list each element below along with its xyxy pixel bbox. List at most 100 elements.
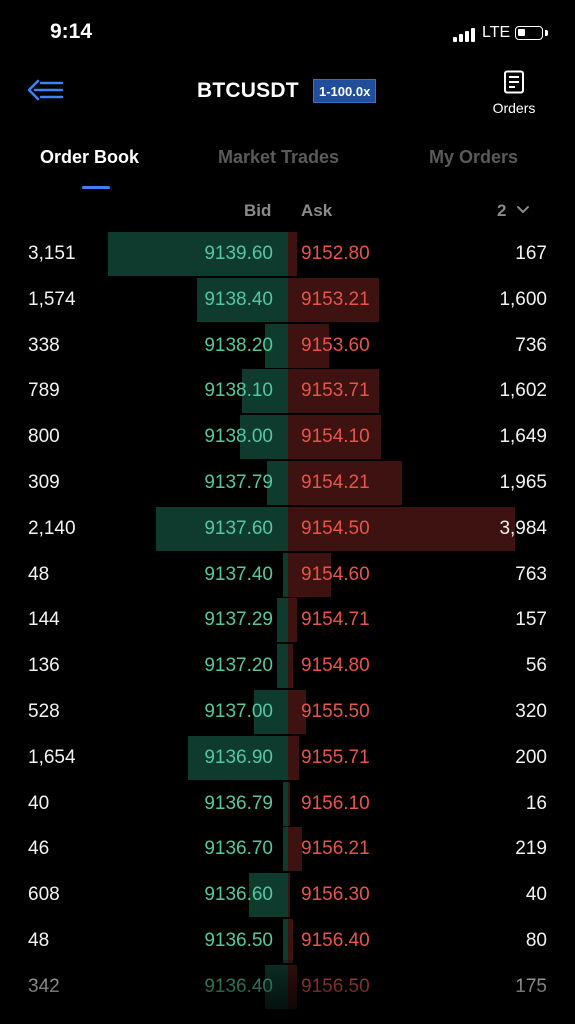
order-book-row[interactable]: 40 9136.79 9156.10 16 xyxy=(0,781,575,828)
bid-depth-bar xyxy=(197,277,288,322)
ask-price: 9154.50 xyxy=(301,517,370,539)
ask-quantity: 1,965 xyxy=(499,472,547,493)
ask-price: 9154.21 xyxy=(301,472,370,493)
ask-price: 9156.30 xyxy=(301,884,370,906)
back-menu-icon xyxy=(27,79,64,101)
bid-depth-bar xyxy=(267,461,288,505)
ask-depth-bar xyxy=(288,964,297,1009)
order-book-row[interactable]: 48 9136.50 9156.40 80 xyxy=(0,919,575,965)
ask-quantity: 736 xyxy=(515,334,547,356)
bid-quantity: 528 xyxy=(28,701,60,722)
ask-quantity: 320 xyxy=(515,701,547,722)
ask-depth-bar xyxy=(288,552,331,597)
order-book-row[interactable]: 48 9137.40 9154.60 763 xyxy=(0,552,575,599)
bid-price: 9137.20 xyxy=(204,655,273,677)
bid-quantity: 309 xyxy=(28,472,60,493)
bid-depth-bar xyxy=(242,369,288,414)
bid-price: 9137.00 xyxy=(204,701,273,722)
bid-depth-bar xyxy=(283,552,288,597)
bid-price: 9138.00 xyxy=(204,426,273,448)
status-time: 9:14 xyxy=(50,20,93,43)
ask-price: 9154.80 xyxy=(301,655,370,677)
bid-quantity: 2,140 xyxy=(28,517,76,539)
ask-depth-bar xyxy=(288,644,293,689)
bid-price: 9136.90 xyxy=(204,746,273,768)
ask-price: 9152.80 xyxy=(301,243,370,264)
ask-depth-bar xyxy=(288,232,297,276)
signal-strength-icon xyxy=(453,26,475,42)
order-book-row[interactable]: 144 9137.29 9154.71 157 xyxy=(0,598,575,644)
bid-price: 9138.20 xyxy=(204,334,273,356)
bid-depth-bar xyxy=(277,644,288,689)
ask-quantity: 56 xyxy=(525,655,547,677)
order-book-row[interactable]: 608 9136.60 9156.30 40 xyxy=(0,873,575,919)
bid-depth-bar xyxy=(277,598,288,643)
order-book-row[interactable]: 1,574 9138.40 9153.21 1,600 xyxy=(0,277,575,324)
ask-price: 9155.50 xyxy=(301,701,370,722)
battery-icon xyxy=(515,26,543,40)
order-book-row[interactable]: 338 9138.20 9153.60 736 xyxy=(0,323,575,370)
order-book-row[interactable]: 800 9138.00 9154.10 1,649 xyxy=(0,415,575,461)
bid-price: 9138.10 xyxy=(204,380,273,402)
bid-price: 9137.60 xyxy=(204,517,273,539)
ask-quantity: 16 xyxy=(525,792,547,814)
ask-quantity: 175 xyxy=(515,975,547,997)
bid-price: 9138.40 xyxy=(204,288,273,310)
ask-depth-bar xyxy=(288,461,402,505)
bid-depth-bar xyxy=(283,781,288,826)
document-icon xyxy=(504,70,524,94)
ask-quantity: 763 xyxy=(515,563,547,585)
ask-price: 9155.71 xyxy=(301,746,370,768)
order-book-row[interactable]: 2,140 9137.60 9154.50 3,984 xyxy=(0,506,575,553)
bid-quantity: 48 xyxy=(28,563,50,585)
ask-price: 9153.21 xyxy=(301,288,370,310)
order-book-row[interactable]: 309 9137.79 9154.21 1,965 xyxy=(0,461,575,507)
order-book-row[interactable]: 789 9138.10 9153.71 1,602 xyxy=(0,369,575,415)
bid-quantity: 48 xyxy=(28,930,50,951)
bid-quantity: 1,574 xyxy=(28,288,76,310)
bid-quantity: 3,151 xyxy=(28,243,76,264)
tab-order-book[interactable]: Order Book xyxy=(40,147,140,167)
ask-quantity: 157 xyxy=(515,609,547,631)
ask-depth-bar xyxy=(288,735,299,780)
order-book-row[interactable]: 136 9137.20 9154.80 56 xyxy=(0,644,575,690)
order-book-row[interactable]: 3,151 9139.60 9152.80 167 xyxy=(0,232,575,278)
bid-quantity: 789 xyxy=(28,380,60,402)
bid-depth-bar xyxy=(188,735,288,780)
precision-dropdown[interactable]: 2 xyxy=(490,197,536,225)
bid-price: 9137.40 xyxy=(204,563,273,585)
ask-quantity: 167 xyxy=(515,243,547,264)
ask-quantity: 1,602 xyxy=(499,380,547,402)
bid-price: 9137.79 xyxy=(204,472,273,493)
bid-quantity: 1,654 xyxy=(28,746,76,768)
back-menu-button[interactable] xyxy=(26,76,66,106)
ask-depth-bar xyxy=(288,598,297,643)
tab-market-trades[interactable]: Market Trades xyxy=(218,147,340,167)
orders-button[interactable]: Orders xyxy=(486,68,542,120)
page-title: BTCUSDT xyxy=(197,79,299,102)
order-book-row[interactable]: 1,654 9136.90 9155.71 200 xyxy=(0,735,575,782)
leverage-badge[interactable]: 1-100.0x xyxy=(313,79,377,103)
battery-level xyxy=(518,29,525,36)
ask-column-header: Ask xyxy=(301,201,333,220)
tab-my-orders[interactable]: My Orders xyxy=(429,147,519,167)
precision-value: 2 xyxy=(497,201,507,220)
network-label: LTE xyxy=(482,24,511,41)
ask-price: 9156.40 xyxy=(301,930,370,951)
order-book-row[interactable]: 342 9136.40 9156.50 175 xyxy=(0,964,575,1011)
order-book-row[interactable]: 46 9136.70 9156.21 219 xyxy=(0,827,575,873)
bid-quantity: 46 xyxy=(28,838,50,860)
ask-quantity: 1,600 xyxy=(499,288,547,310)
ask-price: 9156.10 xyxy=(301,792,370,814)
active-tab-indicator xyxy=(82,186,110,189)
orders-label: Orders xyxy=(492,100,536,116)
ask-depth-bar xyxy=(288,919,293,963)
ask-price: 9154.71 xyxy=(301,609,370,631)
ask-price: 9153.60 xyxy=(301,334,370,356)
bid-price: 9136.40 xyxy=(204,975,273,997)
ask-depth-bar xyxy=(288,827,302,872)
order-book-row[interactable]: 528 9137.00 9155.50 320 xyxy=(0,690,575,736)
ask-price: 9154.60 xyxy=(301,563,370,585)
ask-depth-bar xyxy=(288,506,515,551)
bid-quantity: 342 xyxy=(28,975,60,997)
